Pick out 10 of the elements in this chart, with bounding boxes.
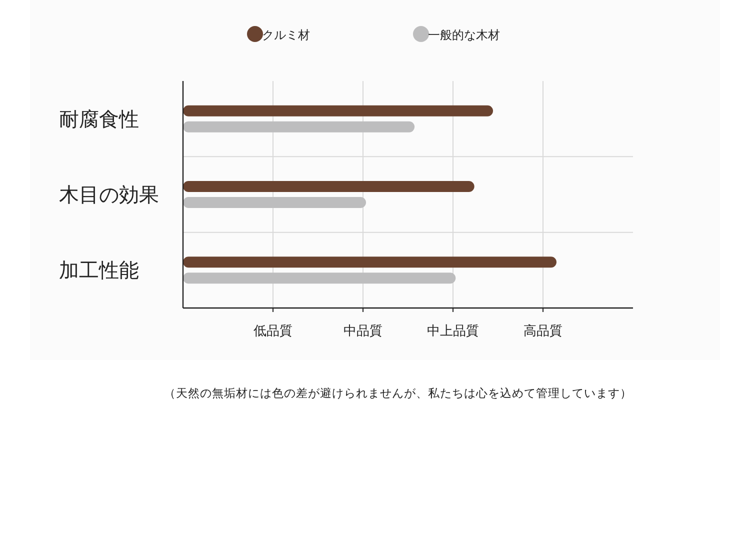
y-category-label: 耐腐食性 xyxy=(59,106,139,131)
legend-label: クルミ材 xyxy=(262,28,310,42)
y-category-label: 木目の効果 xyxy=(59,182,159,206)
x-axis-label: 低品質 xyxy=(254,324,292,339)
x-axis-label: 高品質 xyxy=(524,324,562,339)
x-axis-label: 中品質 xyxy=(344,324,382,339)
x-axis-label: 中上品質 xyxy=(427,324,479,339)
y-category-label: 加工性能 xyxy=(59,258,139,282)
annotation: （天然の無垢材には色の差が避けられませんが、私たちは心を込めて管理しています） xyxy=(164,386,632,400)
legend-label: 一般的な木材 xyxy=(428,28,500,42)
